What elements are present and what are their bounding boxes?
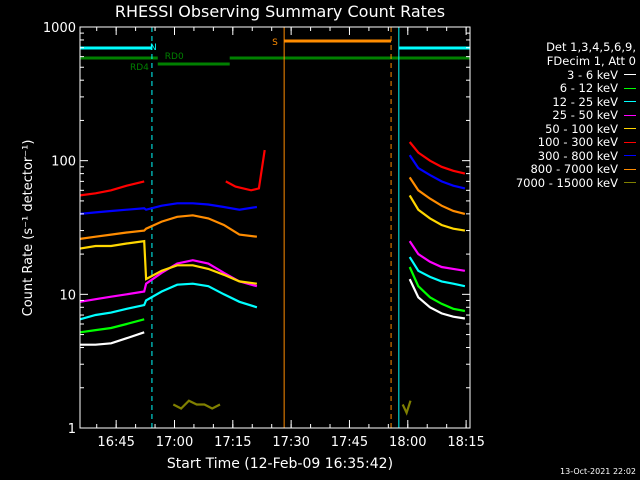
y-tick-label-2: 100 bbox=[51, 155, 76, 170]
x-tick-label-6: 18:15 bbox=[447, 435, 484, 450]
legend-swatch bbox=[624, 168, 636, 170]
legend-entry: 25 - 50 keV bbox=[478, 108, 636, 123]
legend-swatch bbox=[624, 141, 636, 143]
series-line-3-1 bbox=[408, 240, 466, 272]
series-line-0-0 bbox=[80, 331, 145, 346]
x-axis-label: Start Time (12-Feb-09 16:35:42) bbox=[167, 456, 393, 472]
x-tick-label-3: 17:30 bbox=[272, 435, 309, 450]
legend-swatch bbox=[624, 101, 636, 103]
legend-entry: 300 - 800 keV bbox=[478, 149, 636, 163]
series-line-0-1 bbox=[408, 278, 466, 320]
plot-frame bbox=[79, 26, 471, 429]
chart-title: RHESSI Observing Summary Count Rates bbox=[115, 2, 445, 21]
legend-swatch bbox=[624, 182, 636, 184]
legend-entry: 6 - 12 keV bbox=[478, 81, 636, 96]
y-tick-label-1: 10 bbox=[59, 288, 76, 303]
legend-entry-label: 3 - 6 keV bbox=[567, 67, 618, 82]
data-layer: N S RD4 RD0 bbox=[79, 27, 471, 428]
y-axis-label: Count Rate (s⁻¹ detector⁻¹) bbox=[21, 140, 36, 317]
y-tick-label-0: 1 bbox=[68, 422, 76, 437]
legend: Det 1,3,4,5,6,9, FDecim 1, Att 0 3 - 6 k… bbox=[478, 40, 636, 190]
state-label-4: RD0 bbox=[165, 52, 184, 62]
x-tick-label-2: 17:15 bbox=[214, 435, 251, 450]
legend-entries: 3 - 6 keV 6 - 12 keV 12 - 25 keV 25 - 50 ke… bbox=[478, 68, 636, 190]
x-tick-label-4: 17:45 bbox=[331, 435, 368, 450]
legend-swatch bbox=[624, 114, 636, 116]
series-line-4-1 bbox=[408, 194, 466, 232]
legend-swatch bbox=[624, 155, 636, 157]
legend-entry: 800 - 7000 keV bbox=[478, 162, 636, 177]
state-label-0: N bbox=[150, 43, 157, 53]
series-line-6-1 bbox=[408, 154, 466, 190]
series-line-1-0 bbox=[79, 318, 145, 334]
y-tick-label-3: 1000 bbox=[43, 21, 76, 36]
series-line-2-0 bbox=[79, 282, 258, 321]
series-line-7-0 bbox=[79, 214, 258, 240]
legend-swatch bbox=[624, 87, 636, 89]
x-tick-label-1: 17:00 bbox=[156, 435, 193, 450]
x-tick-label-5: 18:00 bbox=[389, 435, 426, 450]
series-line-3-0 bbox=[79, 259, 258, 303]
legend-entry: 12 - 25 keV bbox=[478, 95, 636, 109]
legend-swatch bbox=[624, 128, 636, 130]
legend-entry-label: 50 - 100 keV bbox=[545, 121, 618, 136]
legend-entry-label: 100 - 300 keV bbox=[537, 135, 618, 150]
legend-entry-label: 7000 - 15000 keV bbox=[515, 175, 618, 190]
state-label-3: RD4 bbox=[130, 63, 149, 73]
series-line-8-0 bbox=[172, 399, 221, 410]
series-line-5-2 bbox=[408, 141, 466, 175]
state-label-2: S bbox=[272, 38, 278, 48]
series-line-2-1 bbox=[408, 256, 466, 288]
series-line-1-1 bbox=[408, 266, 466, 313]
x-tick-label-0: 16:45 bbox=[97, 435, 134, 450]
series-line-5-1 bbox=[225, 149, 266, 192]
legend-entry-label: 12 - 25 keV bbox=[552, 94, 618, 109]
series-line-8-1 bbox=[401, 400, 412, 416]
detector-info-1: Det 1,3,4,5,6,9, bbox=[546, 40, 636, 54]
series-line-7-1 bbox=[408, 176, 466, 215]
legend-entry-label: 800 - 7000 keV bbox=[530, 162, 618, 177]
series-line-4-0 bbox=[79, 239, 258, 285]
series-line-5-0 bbox=[79, 180, 145, 197]
legend-entry-label: 6 - 12 keV bbox=[559, 81, 618, 96]
series-line-6-0 bbox=[79, 202, 258, 215]
footer-timestamp: 13-Oct-2021 22:02 bbox=[560, 467, 636, 476]
detector-info-2: FDecim 1, Att 0 bbox=[546, 54, 636, 68]
legend-entry-label: 300 - 800 keV bbox=[537, 148, 618, 163]
legend-entry-label: 25 - 50 keV bbox=[552, 108, 618, 123]
legend-entry: 100 - 300 keV bbox=[478, 135, 636, 150]
legend-entry: 3 - 6 keV bbox=[478, 68, 636, 82]
axes: 1 10 100 1000 16:45 17:00 17:15 17:30 17:45 18:00… bbox=[43, 21, 485, 450]
legend-entry: 50 - 100 keV bbox=[478, 122, 636, 136]
legend-swatch bbox=[624, 74, 636, 76]
legend-entry: 7000 - 15000 keV bbox=[478, 176, 636, 190]
